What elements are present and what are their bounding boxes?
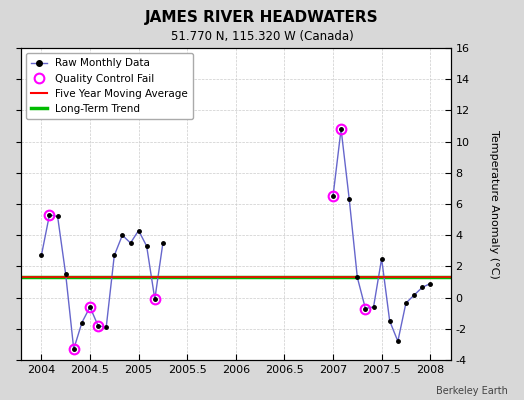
Legend: Raw Monthly Data, Quality Control Fail, Five Year Moving Average, Long-Term Tren: Raw Monthly Data, Quality Control Fail, …	[26, 53, 193, 119]
Text: 51.770 N, 115.320 W (Canada): 51.770 N, 115.320 W (Canada)	[171, 30, 353, 43]
Y-axis label: Temperature Anomaly (°C): Temperature Anomaly (°C)	[489, 130, 499, 278]
Text: Berkeley Earth: Berkeley Earth	[436, 386, 508, 396]
Text: JAMES RIVER HEADWATERS: JAMES RIVER HEADWATERS	[145, 10, 379, 25]
